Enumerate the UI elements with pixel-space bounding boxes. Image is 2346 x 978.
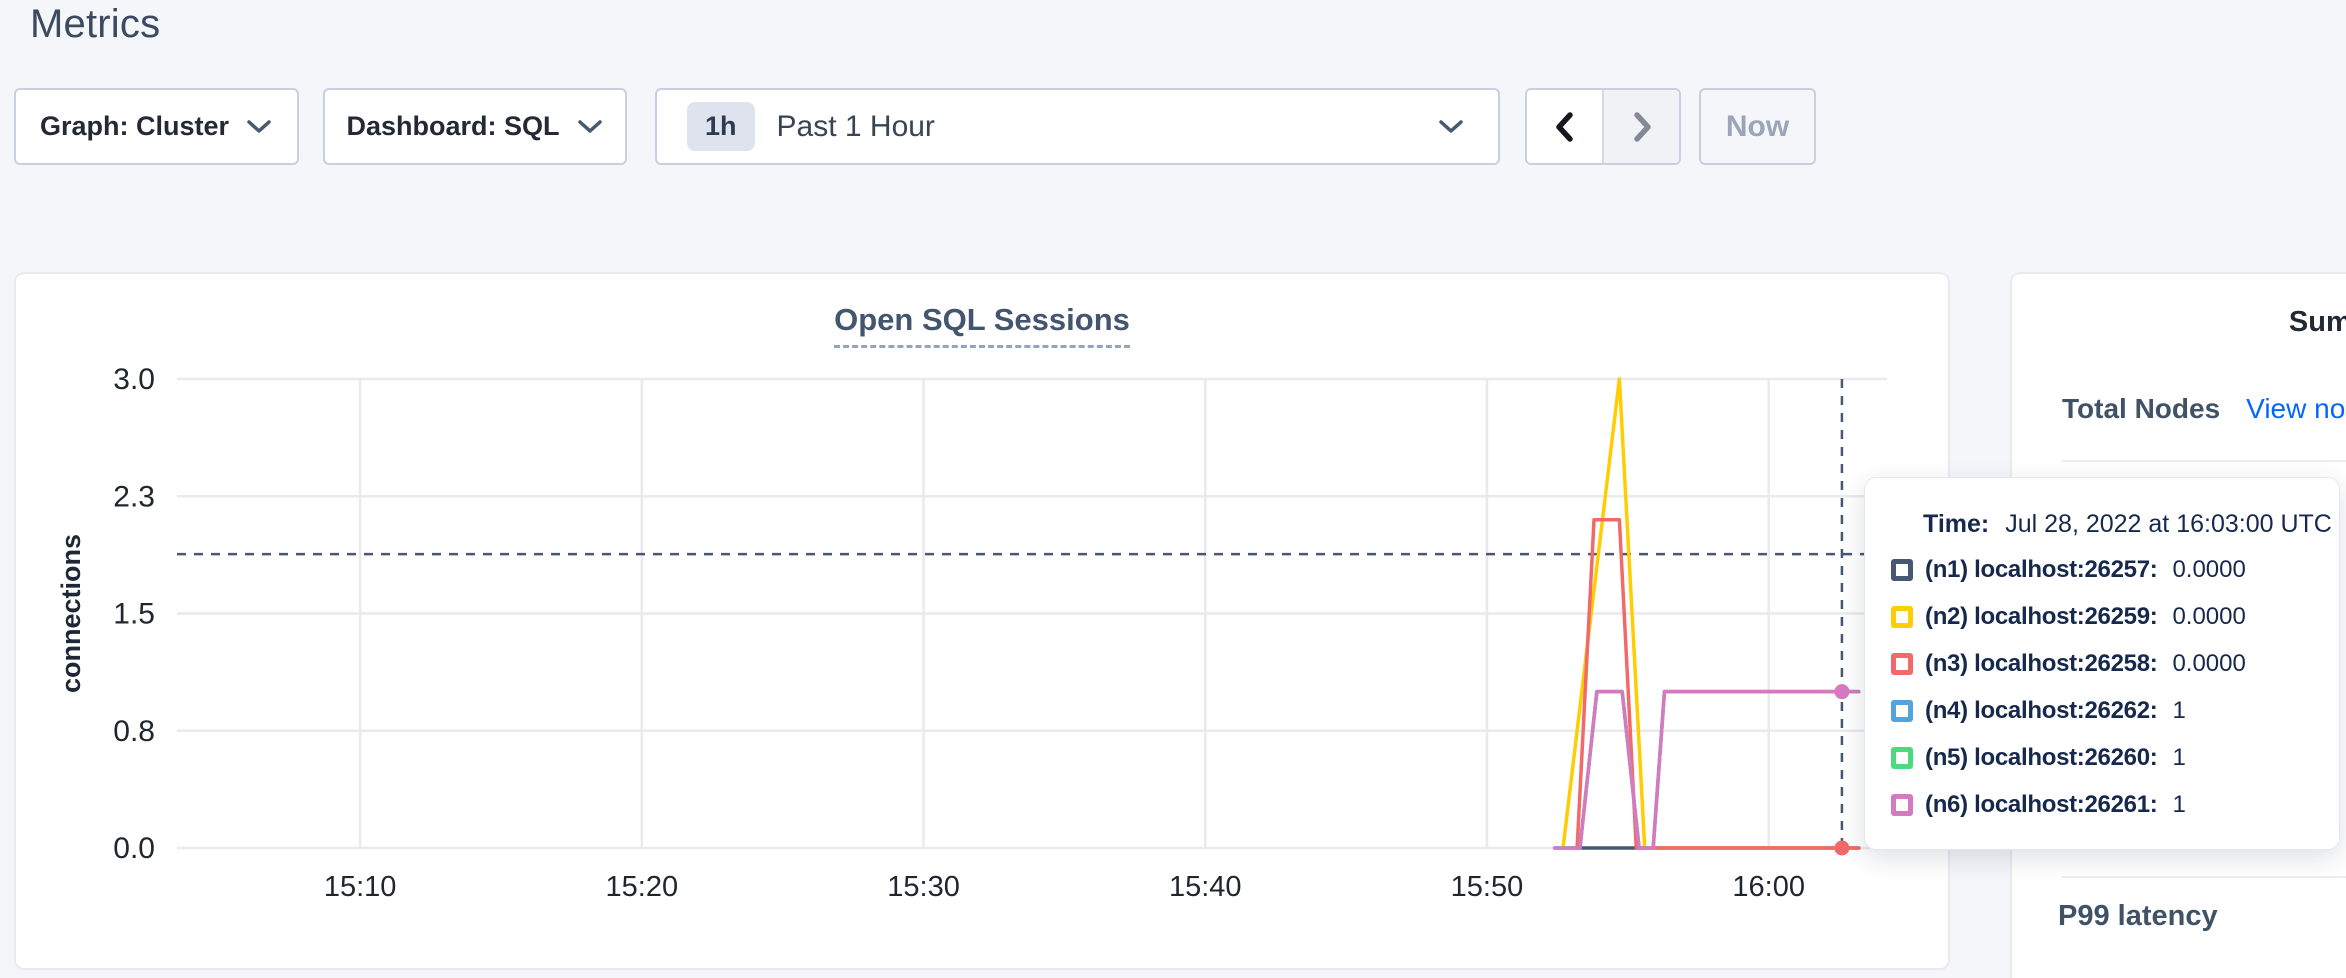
series-swatch-icon bbox=[1891, 558, 1913, 581]
sidebar-divider bbox=[2062, 460, 2346, 462]
sidebar-divider bbox=[2062, 876, 2346, 878]
tooltip-series-row: (n6) localhost:26261: 1 bbox=[1891, 781, 2329, 828]
time-step-buttons bbox=[1525, 88, 1681, 165]
series-swatch-icon bbox=[1891, 746, 1913, 769]
svg-text:0.8: 0.8 bbox=[113, 715, 155, 748]
svg-text:15:30: 15:30 bbox=[887, 871, 960, 903]
chevron-down-icon bbox=[1439, 119, 1463, 133]
svg-text:15:40: 15:40 bbox=[1169, 871, 1242, 903]
series-swatch-icon bbox=[1891, 652, 1913, 675]
view-nodes-link[interactable]: View nodes bbox=[2246, 393, 2346, 424]
chart-title[interactable]: Open SQL Sessions bbox=[834, 302, 1130, 348]
tooltip-series-row: (n2) localhost:26259: 0.0000 bbox=[1891, 593, 2329, 640]
sidebar-heading: Summary bbox=[2288, 306, 2346, 338]
svg-text:connections: connections bbox=[56, 534, 86, 693]
tooltip-series-row: (n4) localhost:26262: 1 bbox=[1891, 687, 2329, 734]
tooltip-time-value: Jul 28, 2022 at 16:03:00 UTC bbox=[2005, 510, 2332, 538]
p99-latency-heading: P99 latency bbox=[2058, 900, 2218, 932]
tooltip-rows: (n1) localhost:26257: 0.0000 (n2) localh… bbox=[1891, 546, 2329, 828]
series-swatch-icon bbox=[1891, 605, 1913, 628]
chevron-right-icon bbox=[1633, 111, 1651, 142]
next-time-button[interactable] bbox=[1602, 90, 1679, 163]
svg-text:3.0: 3.0 bbox=[113, 363, 155, 396]
tooltip-time-label: Time: bbox=[1923, 510, 1990, 538]
open-sql-sessions-chart[interactable]: 3.0 2.3 1.5 0.8 0.0 15:10 15:20 15:30 15:40 15:50… bbox=[16, 274, 1948, 968]
graph-dropdown-label: Graph: Cluster bbox=[39, 111, 230, 141]
svg-text:15:10: 15:10 bbox=[324, 871, 397, 903]
dashboard-dropdown[interactable]: Dashboard: SQL bbox=[323, 88, 627, 165]
total-nodes-row: Total Nodes View nodes bbox=[2062, 393, 2346, 425]
series-swatch-icon bbox=[1891, 699, 1913, 722]
total-nodes-label: Total Nodes bbox=[2062, 393, 2221, 424]
dashboard-dropdown-label: Dashboard: SQL bbox=[346, 111, 560, 141]
chevron-down-icon bbox=[247, 119, 271, 133]
tooltip-series-row: (n3) localhost:26258: 0.0000 bbox=[1891, 640, 2329, 687]
page-title: Metrics bbox=[30, 2, 161, 46]
svg-text:15:50: 15:50 bbox=[1451, 871, 1524, 903]
series-swatch-icon bbox=[1891, 793, 1913, 816]
svg-text:16:00: 16:00 bbox=[1732, 871, 1805, 903]
svg-text:2.3: 2.3 bbox=[113, 480, 155, 513]
graph-dropdown[interactable]: Graph: Cluster bbox=[14, 88, 299, 165]
tooltip-series-row: (n5) localhost:26260: 1 bbox=[1891, 734, 2329, 781]
time-range-badge: 1h bbox=[687, 102, 755, 151]
time-range-picker[interactable]: 1h Past 1 Hour bbox=[655, 88, 1500, 165]
svg-text:1.5: 1.5 bbox=[113, 598, 155, 631]
time-range-label: Past 1 Hour bbox=[776, 109, 935, 143]
chart-card: Open SQL Sessions 3.0 2.3 1.5 0.8 0.0 15:10 15… bbox=[14, 272, 1950, 970]
svg-text:0.0: 0.0 bbox=[113, 832, 155, 865]
tooltip-series-row: (n1) localhost:26257: 0.0000 bbox=[1891, 546, 2329, 593]
tooltip-time-row: Time: Jul 28, 2022 at 16:03:00 UTC bbox=[1923, 510, 2332, 539]
chart-tooltip: Time: Jul 28, 2022 at 16:03:00 UTC (n1) l… bbox=[1864, 477, 2340, 850]
chevron-down-icon bbox=[577, 119, 602, 133]
prev-time-button[interactable] bbox=[1527, 90, 1602, 163]
svg-text:15:20: 15:20 bbox=[606, 871, 679, 903]
chevron-left-icon bbox=[1555, 111, 1573, 142]
now-button[interactable]: Now bbox=[1699, 88, 1816, 165]
